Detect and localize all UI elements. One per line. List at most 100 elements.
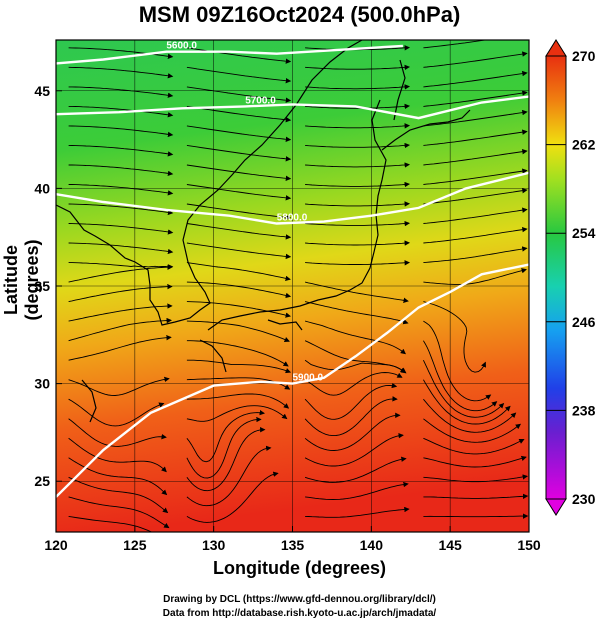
wind-streamline [423, 168, 528, 185]
wind-streamline [423, 418, 522, 443]
wind-streamline [304, 382, 398, 420]
wind-streamline [423, 437, 525, 455]
wind-streamline [304, 281, 409, 303]
wind-streamline [423, 474, 528, 483]
colorbar-scale [545, 55, 567, 500]
wind-streamline [68, 66, 174, 79]
wind-streamline [68, 203, 174, 216]
contour-line [56, 95, 529, 120]
colorbar-max-arrow [545, 39, 567, 57]
wind-streamline [68, 303, 173, 322]
wind-streamline [68, 105, 174, 118]
wind-streamline [305, 506, 410, 518]
wind-streamline [423, 129, 528, 146]
wind-streamline [305, 103, 410, 110]
wind-streamline [423, 90, 528, 107]
contour-line [56, 44, 403, 65]
wind-streamline [186, 105, 292, 123]
x-tick-label: 140 [360, 537, 384, 553]
wind-streamline [68, 496, 170, 529]
y-axis-ticks: 25 30 35 40 45 [34, 83, 62, 489]
wind-streamline [423, 51, 528, 68]
wind-streamline [186, 47, 292, 64]
wind-streamline [186, 66, 292, 84]
wind-streamline [68, 47, 174, 59]
wind-streamline [423, 226, 528, 244]
wind-streamline [423, 513, 529, 519]
wind-streamline [186, 262, 291, 282]
wind-streamline [186, 86, 292, 103]
wind-streamlines [68, 40, 529, 532]
y-tick-label: 40 [34, 180, 50, 196]
wind-streamline [305, 84, 410, 90]
wind-streamline [423, 207, 528, 224]
wind-streamline [68, 334, 172, 361]
x-tick-label: 130 [202, 537, 226, 553]
wind-streamline [186, 203, 292, 220]
wind-streamline [186, 164, 292, 181]
wind-streamline [423, 379, 511, 425]
x-tick-label: 125 [123, 537, 147, 553]
wind-streamline [304, 456, 407, 483]
wind-streamline [186, 416, 262, 479]
wind-streamline [304, 396, 398, 437]
wind-streamline [305, 162, 410, 168]
wind-streamline [423, 187, 528, 205]
contour-label: 5800.0 [277, 213, 308, 224]
wind-streamline [423, 268, 527, 285]
wind-streamline [423, 109, 528, 127]
wind-streamline [305, 260, 410, 266]
data-credit: Data from http://database.rish.kyoto-u.a… [162, 608, 437, 619]
wind-streamline [68, 398, 165, 427]
wind-streamline [304, 320, 407, 355]
wind-streamline [304, 301, 409, 325]
contour-label: 5600.0 [166, 41, 197, 52]
contour-label: 5900.0 [293, 373, 324, 384]
wind-streamline [68, 242, 174, 255]
wind-streamline [186, 359, 292, 374]
wind-streamline [423, 493, 529, 500]
wind-streamline [304, 433, 404, 467]
wind-streamline [304, 340, 406, 373]
wind-streamline [186, 125, 292, 142]
x-axis-label: Longitude (degrees) [212, 558, 386, 578]
wind-streamline [422, 360, 505, 418]
wind-streamline [423, 340, 498, 412]
wind-streamline [186, 184, 292, 201]
x-axis-ticks: 120 125 130 135 140 145 150 [44, 526, 541, 553]
wind-streamline [68, 457, 168, 496]
wind-streamline [423, 40, 488, 49]
wind-streamline [186, 405, 288, 422]
colorbar-tick-label: 262 [572, 137, 596, 153]
wind-streamline [68, 125, 174, 138]
wind-streamline [186, 427, 266, 492]
wind-streamline [305, 142, 410, 149]
wind-streamline [423, 246, 528, 264]
wind-streamline [186, 471, 279, 523]
wind-streamline [305, 181, 410, 188]
wind-streamline [423, 398, 517, 433]
wind-streamline [186, 144, 292, 162]
wind-streamline [186, 281, 292, 299]
colorbar-tick-label: 254 [572, 225, 596, 241]
wind-streamline [186, 242, 292, 260]
wind-streamline [305, 220, 410, 227]
wind-streamline [68, 283, 173, 303]
colorbar-tick-label: 246 [572, 314, 596, 330]
contour-line [56, 263, 529, 498]
x-tick-label: 145 [438, 537, 462, 553]
wind-streamline [186, 445, 272, 507]
wind-streamline [186, 393, 290, 409]
wind-streamline [423, 301, 486, 373]
x-tick-label: 120 [44, 537, 68, 553]
wind-streamline [68, 184, 174, 196]
wind-streamline [423, 455, 527, 468]
colorbar: 230 238 246 254 262 270 [545, 39, 596, 516]
wind-streamline [68, 264, 173, 283]
chart-title: MSM 09Z16Oct2024 (500.0hPa) [138, 2, 461, 27]
wind-streamline [68, 476, 169, 514]
wind-streamline [423, 148, 528, 166]
wind-streamline [68, 86, 174, 98]
wind-streamline [68, 223, 174, 235]
